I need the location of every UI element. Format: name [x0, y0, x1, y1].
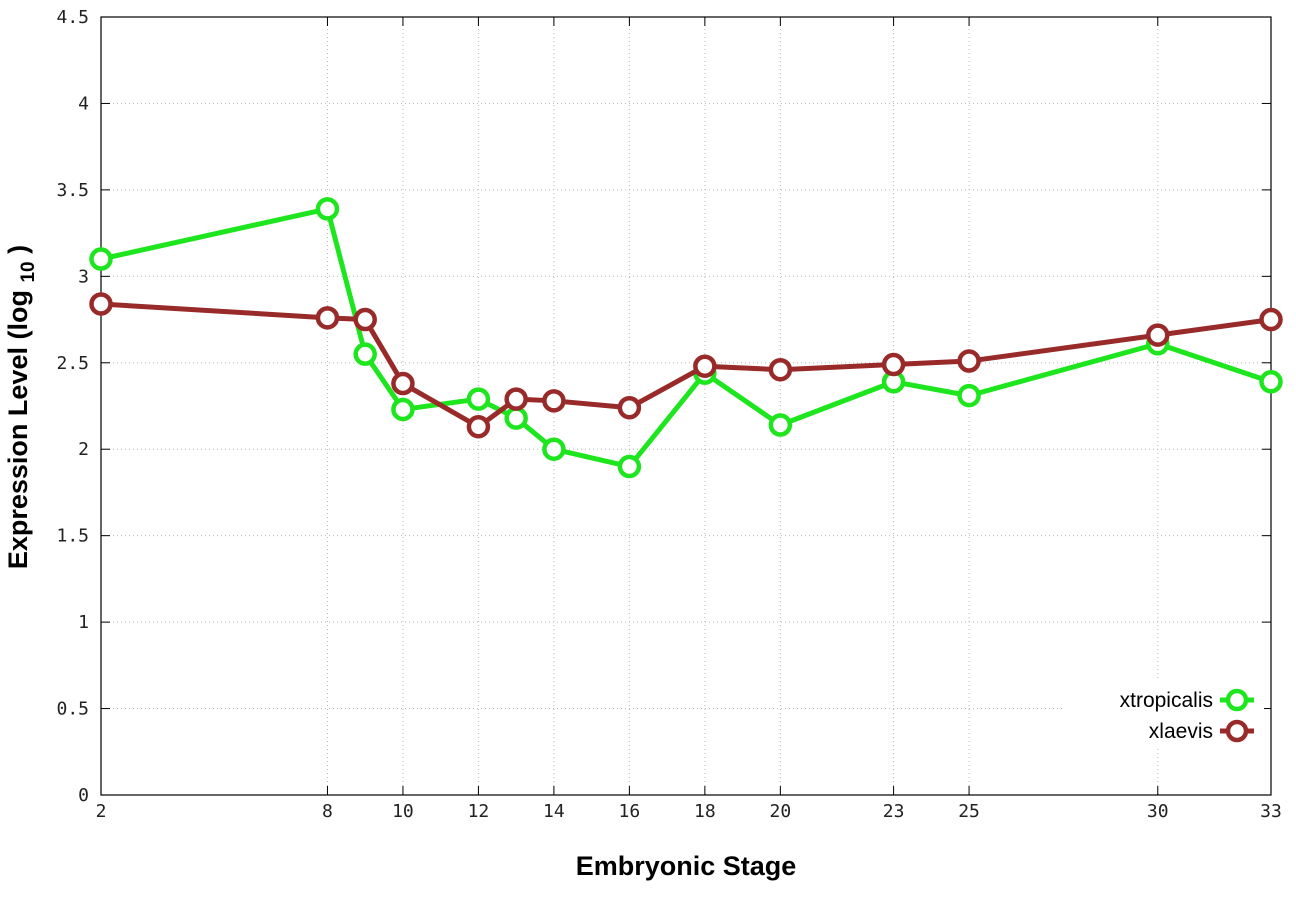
data-point-xlaevis [466, 414, 491, 439]
y-tick-label: 3 [78, 266, 89, 287]
data-point-xlaevis [617, 395, 642, 420]
series-xtropicalis [89, 197, 1283, 479]
series-line-xlaevis [98, 301, 1274, 430]
y-tick-label: 1.5 [56, 526, 89, 547]
data-point-xlaevis [315, 306, 340, 330]
data-point-xlaevis [1259, 307, 1283, 332]
legend-label-xlaevis: xlaevis [1149, 720, 1213, 743]
x-tick-label: 16 [619, 801, 641, 822]
data-point-xtropicalis [89, 247, 113, 271]
y-axis-title: Expression Level (log 10 ) [3, 245, 40, 569]
x-tick-label: 23 [883, 801, 905, 822]
data-point-xlaevis [89, 292, 113, 316]
series-layer [89, 197, 1283, 479]
series-xlaevis [89, 292, 1283, 439]
data-point-xlaevis [391, 371, 415, 396]
x-tick-label: 30 [1147, 801, 1169, 822]
legend-swatch-marker-xlaevis [1225, 719, 1249, 743]
data-point-xtropicalis [542, 437, 566, 461]
x-tick-label: 10 [392, 801, 414, 822]
data-point-xtropicalis [957, 383, 981, 408]
data-point-xtropicalis [504, 406, 528, 430]
data-point-xtropicalis [617, 454, 642, 479]
y-tick-label: 3.5 [56, 180, 89, 201]
x-tick-label: 18 [694, 801, 716, 822]
legend-label-xtropicalis: xtropicalis [1120, 689, 1213, 712]
x-tick-label: 12 [468, 801, 490, 822]
x-tick-label: 14 [543, 801, 565, 822]
x-tick-label: 25 [958, 801, 980, 822]
data-point-xtropicalis [315, 197, 340, 221]
y-tick-label: 2 [78, 439, 89, 460]
data-point-xlaevis [542, 389, 566, 413]
series-line-xtropicalis [98, 206, 1274, 470]
y-axis-title-main: Expression Level [3, 347, 33, 569]
grid-lines [101, 17, 1271, 795]
x-tick-label: 2 [96, 801, 107, 822]
y-axis-title-suffix: ) [3, 245, 33, 254]
legend-entry-xlaevis: xlaevis [1149, 719, 1254, 743]
y-tick-label: 4.5 [56, 7, 89, 28]
y-tick-label: 0.5 [56, 699, 89, 720]
y-tick-label: 1 [78, 612, 89, 633]
x-tick-label: 20 [770, 801, 792, 822]
x-axis-title: Embryonic Stage [576, 851, 797, 881]
axis-ticks: 0 0.5 1 1.5 2 2.5 3 3.5 4 4.5 2 8 10 12 14 16 18 20 23 25 30… [56, 7, 1281, 822]
data-point-xlaevis [881, 352, 906, 377]
data-point-xtropicalis [391, 397, 415, 422]
data-point-xlaevis [353, 307, 377, 332]
legend-entry-xtropicalis: xtropicalis [1120, 688, 1254, 712]
y-tick-label: 4 [78, 93, 89, 114]
y-axis-title-log: (log [3, 290, 33, 339]
data-point-xlaevis [768, 357, 793, 382]
data-point-xtropicalis [1259, 370, 1283, 394]
legend-swatch-marker-xtropicalis [1225, 688, 1249, 712]
y-tick-label: 2.5 [56, 353, 89, 374]
plot-frame [100, 16, 1272, 796]
legend: xtropicalis xlaevis [1064, 680, 1264, 748]
data-point-xlaevis [957, 349, 981, 373]
data-point-xtropicalis [768, 413, 793, 437]
x-tick-label: 33 [1260, 801, 1282, 822]
y-axis-title-subscript: 10 [18, 261, 39, 282]
data-point-xlaevis [1146, 323, 1170, 347]
data-point-xlaevis [504, 387, 528, 411]
data-point-xtropicalis [353, 342, 377, 366]
data-point-xtropicalis [466, 387, 491, 411]
data-point-xlaevis [693, 354, 717, 378]
x-tick-label: 8 [322, 801, 333, 822]
y-tick-label: 0 [78, 785, 89, 806]
